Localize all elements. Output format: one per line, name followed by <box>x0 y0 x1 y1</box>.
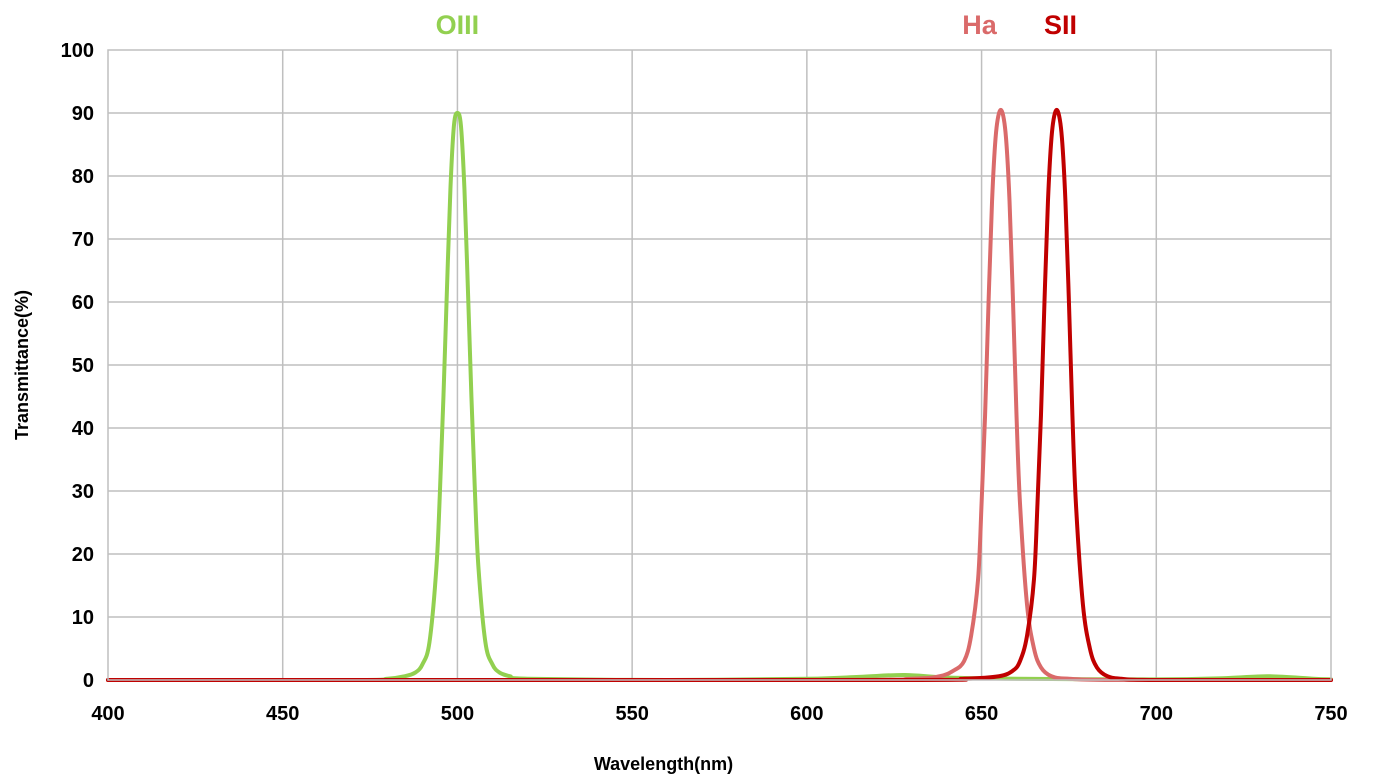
y-tick-labels: 0 10 20 30 40 50 60 70 80 90 100 <box>61 40 94 692</box>
y-tick-label: 30 <box>72 481 94 503</box>
x-tick-label: 650 <box>965 703 998 725</box>
x-tick-label: 750 <box>1314 703 1347 725</box>
series-label-ha: Ha <box>962 10 997 40</box>
plot-frame <box>107 49 1332 681</box>
series-line-oiii <box>106 111 1333 682</box>
y-tick-label: 50 <box>72 355 94 377</box>
y-tick-label: 100 <box>61 40 94 62</box>
y-tick-label: 10 <box>72 607 94 629</box>
series-label-oiii: OIII <box>436 10 480 40</box>
series-label-sii: SII <box>1044 10 1077 40</box>
y-tick-label: 90 <box>72 103 94 125</box>
x-axis-title: Wavelength(nm) <box>594 754 733 774</box>
grid <box>108 50 1331 680</box>
series-line-ha <box>106 107 1333 683</box>
x-tick-label: 450 <box>266 703 299 725</box>
x-tick-label: 400 <box>91 703 124 725</box>
series-lines <box>106 107 1333 683</box>
x-tick-label: 550 <box>615 703 648 725</box>
x-tick-label: 600 <box>790 703 823 725</box>
y-axis-title: Transmittance(%) <box>12 290 32 440</box>
y-tick-label: 60 <box>72 292 94 314</box>
y-tick-label: 80 <box>72 166 94 188</box>
series-line-sii <box>106 107 1333 683</box>
series-labels: OIII Ha SII <box>436 10 1077 40</box>
x-tick-labels: 400 450 500 550 600 650 700 750 <box>91 703 1347 725</box>
y-tick-label: 70 <box>72 229 94 251</box>
y-tick-label: 20 <box>72 544 94 566</box>
x-tick-label: 700 <box>1140 703 1173 725</box>
x-tick-label: 500 <box>441 703 474 725</box>
y-tick-label: 40 <box>72 418 94 440</box>
y-tick-label: 0 <box>83 670 94 692</box>
